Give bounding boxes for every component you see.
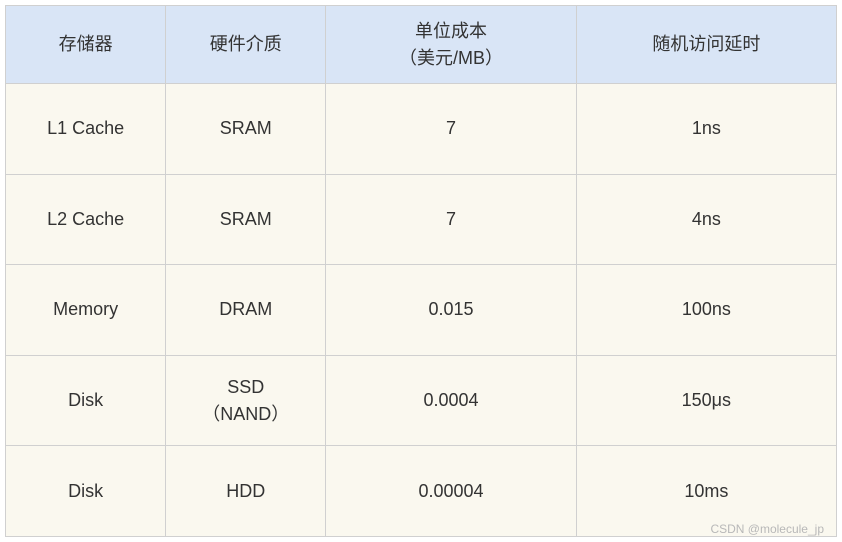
cell-cost: 0.00004 [326,446,576,537]
cell-cost: 7 [326,174,576,265]
col-header-cost: 单位成本（美元/MB） [326,6,576,84]
cell-storage: L2 Cache [6,174,166,265]
table-header-row: 存储器 硬件介质 单位成本（美元/MB） 随机访问延时 [6,6,837,84]
cell-medium: SRAM [166,174,326,265]
cell-medium: SSD（NAND） [166,355,326,446]
cell-medium: SRAM [166,84,326,175]
col-header-storage: 存储器 [6,6,166,84]
cell-medium: DRAM [166,265,326,356]
cell-storage: Memory [6,265,166,356]
cell-cost: 7 [326,84,576,175]
table-row: Memory DRAM 0.015 100ns [6,265,837,356]
table-row: L1 Cache SRAM 7 1ns [6,84,837,175]
cell-latency: 100ns [576,265,836,356]
table-row: L2 Cache SRAM 7 4ns [6,174,837,265]
cell-latency: 4ns [576,174,836,265]
watermark-text: CSDN @molecule_jp [710,522,824,536]
cell-storage: Disk [6,355,166,446]
cell-medium: HDD [166,446,326,537]
cell-cost: 0.015 [326,265,576,356]
cell-storage: Disk [6,446,166,537]
col-header-latency: 随机访问延时 [576,6,836,84]
storage-cost-table: 存储器 硬件介质 单位成本（美元/MB） 随机访问延时 L1 Cache SRA… [5,5,837,537]
cell-latency: 150μs [576,355,836,446]
storage-cost-table-wrapper: 存储器 硬件介质 单位成本（美元/MB） 随机访问延时 L1 Cache SRA… [5,5,837,537]
table-body: L1 Cache SRAM 7 1ns L2 Cache SRAM 7 4ns … [6,84,837,537]
table-row: Disk SSD（NAND） 0.0004 150μs [6,355,837,446]
cell-cost: 0.0004 [326,355,576,446]
cell-latency: 1ns [576,84,836,175]
cell-storage: L1 Cache [6,84,166,175]
col-header-medium: 硬件介质 [166,6,326,84]
